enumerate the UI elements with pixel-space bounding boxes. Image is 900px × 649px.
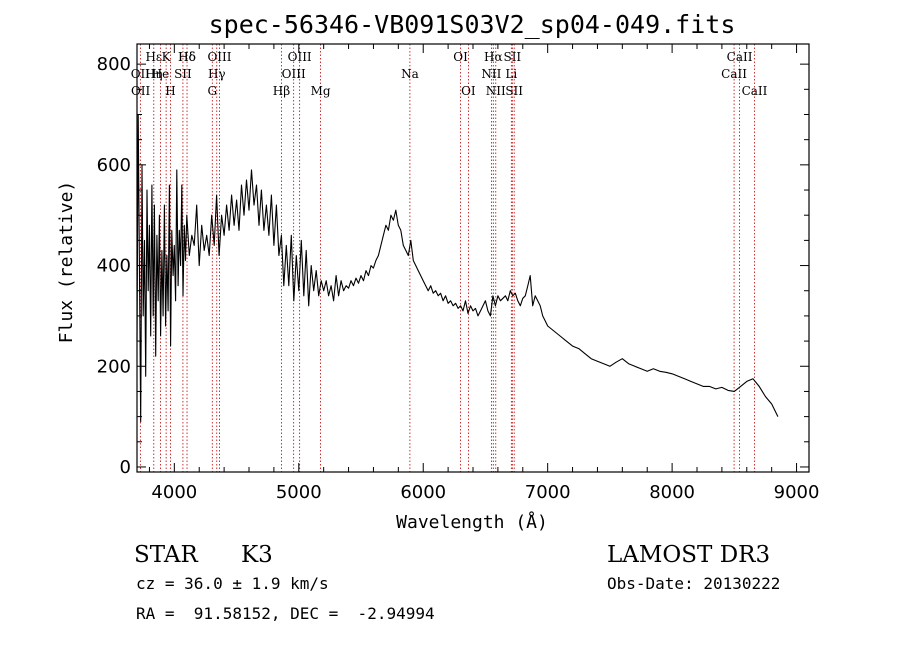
x-tick-label: 5000 bbox=[276, 482, 322, 503]
line-label: Hδ bbox=[178, 50, 196, 64]
x-tick-label: 8000 bbox=[649, 482, 695, 503]
marker-lines bbox=[139, 44, 755, 472]
line-label: Hη bbox=[145, 67, 163, 81]
line-label: OIII bbox=[288, 50, 312, 64]
line-label: SII bbox=[505, 84, 523, 98]
x-tick-label: 6000 bbox=[400, 482, 446, 503]
line-label: SII bbox=[503, 50, 521, 64]
x-tick-label: 7000 bbox=[525, 482, 571, 503]
coordinates: RA = 91.58152, DEC = -2.94994 bbox=[136, 604, 435, 623]
line-label: He bbox=[152, 67, 170, 81]
survey-name: LAMOST DR3 bbox=[607, 542, 770, 568]
y-tick-label: 0 bbox=[120, 457, 131, 478]
line-label: Hε bbox=[145, 50, 162, 64]
observation-date: Obs-Date: 20130222 bbox=[607, 574, 780, 593]
redshift-velocity: cz = 36.0 ± 1.9 km/s bbox=[136, 574, 329, 593]
line-label: Mg bbox=[311, 84, 331, 98]
line-label: CaII bbox=[721, 67, 747, 81]
x-tick-label: 4000 bbox=[151, 482, 197, 503]
y-axis-ticks: 0 200 400 600 800 bbox=[97, 54, 809, 478]
spectrum-series bbox=[136, 113, 779, 423]
line-label: OI bbox=[461, 84, 476, 98]
x-axis-ticks: 4000 5000 6000 7000 8000 9000 bbox=[148, 44, 820, 503]
line-label: OIII bbox=[207, 50, 231, 64]
chart-title: spec-56346-VB091S03V2_sp04-049.fits bbox=[209, 10, 736, 39]
plot-frame bbox=[136, 43, 810, 473]
line-label: CaII bbox=[742, 84, 768, 98]
y-tick-label: 800 bbox=[97, 54, 131, 75]
line-label: SII bbox=[174, 67, 192, 81]
line-label: Hβ bbox=[273, 84, 290, 98]
line-label: NII bbox=[481, 67, 501, 81]
line-label: NII bbox=[486, 84, 506, 98]
line-label: Li bbox=[505, 67, 517, 81]
spectrum-line bbox=[136, 113, 779, 423]
object-class: STAR bbox=[134, 542, 198, 568]
line-label: Hα bbox=[484, 50, 503, 64]
line-label: OII bbox=[131, 67, 151, 81]
line-label: Na bbox=[401, 67, 419, 81]
y-tick-label: 400 bbox=[97, 256, 131, 277]
line-label: CaII bbox=[727, 50, 753, 64]
x-tick-label: 9000 bbox=[774, 482, 820, 503]
line-label: K bbox=[162, 50, 172, 64]
y-tick-label: 200 bbox=[97, 356, 131, 377]
y-axis-label: Flux (relative) bbox=[56, 181, 77, 344]
y-tick-label: 600 bbox=[97, 155, 131, 176]
x-axis-label: Wavelength (Å) bbox=[396, 511, 548, 533]
line-label: OI bbox=[453, 50, 468, 64]
line-label: Hδ bbox=[178, 50, 196, 64]
object-subclass: K3 bbox=[241, 542, 273, 568]
line-label: G bbox=[207, 84, 217, 98]
line-label: H bbox=[165, 84, 175, 98]
line-label: OII bbox=[131, 84, 151, 98]
line-label: Hγ bbox=[208, 67, 226, 81]
line-label: OIII bbox=[282, 67, 306, 81]
